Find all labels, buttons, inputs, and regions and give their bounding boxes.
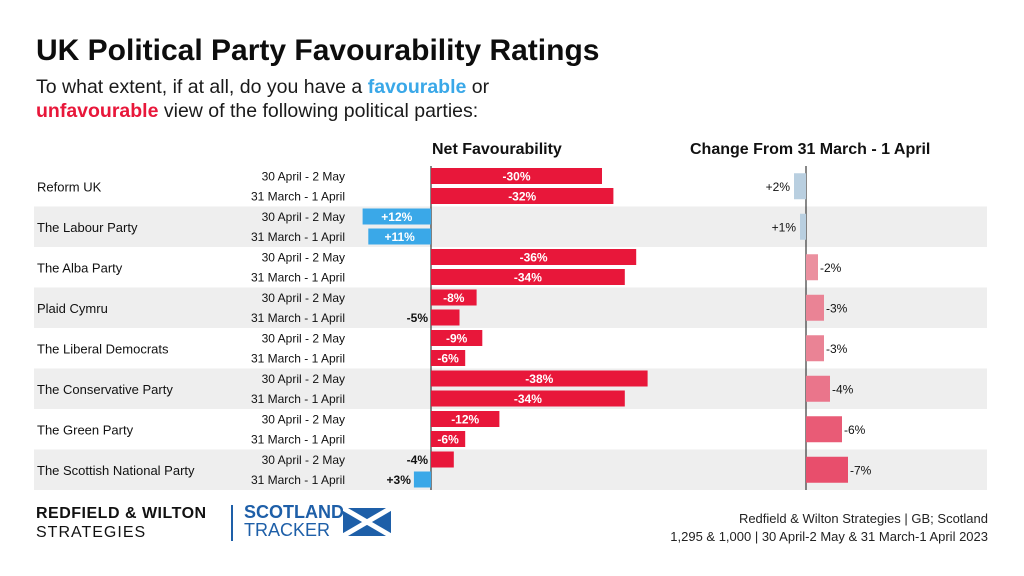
net-favourability-bar [431,289,477,306]
subtitle-text-2: view of the following political parties: [163,100,479,122]
bar-value-label: -38% [525,372,553,386]
row-stripe [34,287,987,328]
net-favourability-bar [431,451,454,468]
source-line-2: 1,295 & 1,000 | 30 April-2 May & 31 Marc… [670,529,988,544]
change-value-label: -3% [826,342,848,356]
page-title: UK Political Party Favourability Ratings [36,34,600,67]
party-label: The Conservative Party [37,382,173,397]
logo-divider [231,505,233,541]
logo-line-1: REDFIELD & WILTON [36,505,207,522]
period-label: 30 April - 2 May [262,170,345,184]
bar-value-label: +11% [384,230,415,244]
period-label: 31 March - 1 April [251,230,345,244]
net-favourability-bar [431,249,637,265]
change-value-label: -3% [826,301,848,315]
bar-value-label: -4% [407,453,429,467]
row-stripe [34,206,987,247]
bar-value-label: -30% [502,170,530,184]
change-bar [800,213,806,240]
scotland-flag-icon [343,508,391,536]
change-bar [806,294,824,321]
bar-value-label: -12% [451,413,479,427]
tracker-line-1: SCOTLAND [244,502,344,522]
net-favourability-heading: Net Favourability [432,141,562,158]
subtitle-line-1: To what extent, if at all, do you have a… [36,76,489,99]
period-label: 30 April - 2 May [262,251,345,265]
bar-value-label: +12% [381,210,412,224]
period-label: 31 March - 1 April [251,433,345,447]
party-label: Reform UK [37,179,102,194]
change-value-label: -4% [832,382,854,396]
subtitle-or: or [471,76,490,98]
change-bar [806,375,830,402]
period-label: 31 March - 1 April [251,352,345,366]
bar-value-label: -5% [407,311,429,325]
change-bar [806,456,848,483]
period-label: 31 March - 1 April [251,271,345,285]
redfield-wilton-logo: REDFIELD & WILTON STRATEGIES [36,504,207,542]
change-value-label: +2% [766,180,791,194]
net-favourability-bar [431,188,614,204]
change-heading: Change From 31 March - 1 April [690,141,931,158]
tracker-line-2: TRACKER [244,520,331,540]
net-favourability-bar [362,208,431,225]
party-label: Plaid Cymru [37,301,108,316]
period-label: 30 April - 2 May [262,210,345,224]
bar-value-label: -32% [508,190,536,204]
period-label: 30 April - 2 May [262,372,345,386]
period-label: 30 April - 2 May [262,291,345,305]
period-label: 31 March - 1 April [251,392,345,406]
party-label: The Scottish National Party [37,463,195,478]
net-favourability-bar [431,431,466,447]
party-label: The Alba Party [37,260,123,275]
scotland-tracker-logo: SCOTLAND TRACKER [244,503,344,539]
source-line-1: Redfield & Wilton Strategies | GB; Scotl… [738,511,988,526]
bar-value-label: -6% [437,433,459,447]
change-value-label: -2% [820,261,842,275]
party-label: The Liberal Democrats [37,341,169,356]
period-label: 31 March - 1 April [251,473,345,487]
change-value-label: -7% [850,463,872,477]
net-favourability-bar [368,228,431,245]
source-note: Redfield & Wilton Strategies | GB; Scotl… [670,510,988,546]
period-label: 30 April - 2 May [262,413,345,427]
period-label: 30 April - 2 May [262,332,345,346]
net-favourability-bar [413,471,431,488]
period-label: 30 April - 2 May [262,453,345,467]
party-label: The Green Party [37,422,134,437]
change-value-label: -6% [844,423,866,437]
subtitle-line-2: unfavourable view of the following polit… [36,100,478,123]
net-favourability-bar [431,370,648,387]
subtitle-unfavourable: unfavourable [36,100,159,122]
net-favourability-bar [431,309,460,326]
bar-value-label: -8% [443,291,465,305]
net-favourability-bar [431,390,625,407]
bar-value-label: -9% [446,332,468,346]
net-favourability-bar [431,411,500,427]
change-value-label: +1% [772,220,797,234]
logo-line-2: STRATEGIES [36,524,147,541]
change-bar [806,254,818,281]
change-bar [806,416,842,443]
net-favourability-bar [431,269,625,285]
bar-value-label: -6% [437,352,459,366]
period-label: 31 March - 1 April [251,311,345,325]
subtitle-favourable: favourable [367,76,467,98]
net-favourability-bar [431,330,483,346]
net-favourability-bar [431,168,602,184]
party-label: The Labour Party [37,220,138,235]
change-bar [794,173,806,200]
period-label: 31 March - 1 April [251,190,345,204]
bar-value-label: -34% [514,392,542,406]
net-favourability-bar [431,350,466,366]
bar-value-label: -34% [514,271,542,285]
subtitle-text-1: To what extent, if at all, do you have a [36,76,363,98]
bar-value-label: -36% [520,251,548,265]
bar-value-label: +3% [387,473,412,487]
change-bar [806,335,824,362]
